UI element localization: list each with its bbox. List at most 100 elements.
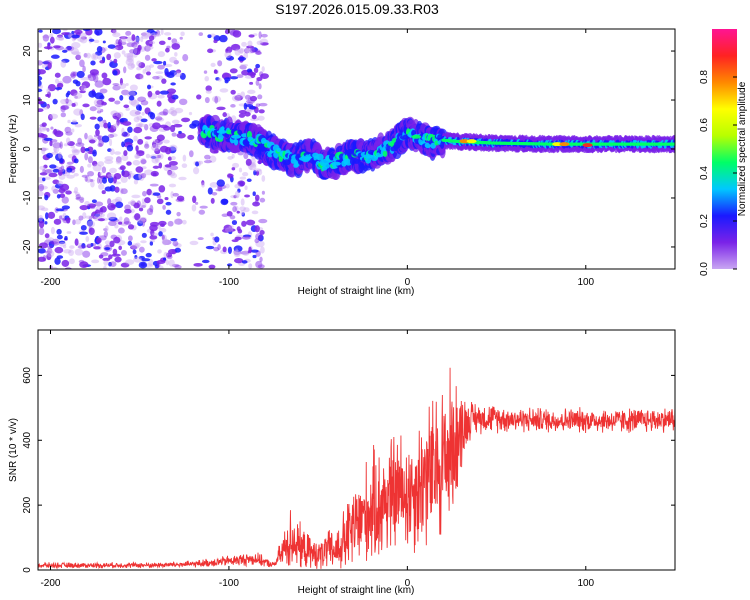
noise-blob — [233, 250, 241, 258]
noise-blob — [110, 110, 119, 117]
noise-blob — [248, 34, 255, 38]
noise-blob — [139, 216, 147, 222]
noise-blob — [70, 89, 78, 96]
noise-blob — [47, 91, 51, 98]
noise-blob — [141, 111, 145, 116]
noise-blob — [134, 111, 141, 115]
noise-blob — [242, 236, 252, 240]
noise-blob — [114, 224, 119, 229]
noise-blob — [174, 218, 183, 225]
noise-blob — [109, 261, 117, 268]
spectrogram-y-tick-label: 10 — [22, 94, 33, 106]
noise-blob — [250, 249, 259, 253]
noise-blob — [149, 241, 154, 246]
noise-blob — [136, 66, 142, 71]
noise-blob — [215, 188, 223, 192]
noise-blob — [222, 112, 227, 118]
noise-blob — [44, 250, 52, 254]
noise-blob — [172, 240, 179, 247]
noise-blob — [166, 170, 176, 177]
noise-blob — [60, 105, 69, 110]
noise-blob — [171, 43, 181, 50]
noise-blob — [224, 51, 232, 59]
noise-blob — [46, 103, 50, 109]
noise-blob — [58, 166, 63, 175]
noise-blob — [241, 212, 245, 217]
noise-blob — [86, 220, 96, 228]
colorbar-ticks: 0.0 0.2 0.4 0.6 0.8 — [699, 70, 737, 276]
noise-blob — [50, 126, 54, 130]
noise-blob — [47, 247, 53, 255]
noise-blob — [189, 123, 197, 129]
noise-blob — [109, 240, 115, 248]
noise-blob — [58, 240, 66, 245]
noise-blob — [70, 145, 76, 149]
snr-x-tick-label: 0 — [405, 578, 411, 589]
noise-blob — [70, 73, 76, 78]
noise-blob — [60, 105, 66, 113]
snr-y-tick-label: 600 — [22, 367, 33, 384]
noise-blob — [99, 88, 108, 94]
noise-blob — [258, 109, 265, 114]
noise-blob — [252, 191, 256, 197]
noise-blob — [258, 102, 268, 107]
spectrogram-heatmap — [38, 29, 675, 269]
noise-blob — [116, 111, 124, 118]
noise-blob — [120, 188, 128, 195]
noise-blob — [91, 52, 99, 61]
colorbar: 0.0 0.2 0.4 0.6 0.8 Normalized spectral ampl… — [699, 29, 748, 276]
noise-blob — [222, 72, 230, 79]
noise-blob — [42, 127, 48, 131]
noise-blob — [124, 208, 132, 214]
noise-blob — [107, 198, 112, 205]
noise-blob — [157, 94, 165, 99]
noise-blob — [133, 41, 140, 45]
noise-blob — [126, 144, 134, 152]
noise-blob — [237, 92, 241, 98]
noise-blob — [140, 240, 147, 244]
noise-blob — [179, 36, 183, 40]
track-hotspot — [582, 143, 593, 148]
noise-blob — [137, 123, 147, 128]
noise-blob — [73, 108, 83, 116]
noise-blob — [229, 76, 239, 80]
noise-blob — [171, 249, 176, 255]
noise-blob — [72, 71, 78, 77]
noise-blob — [194, 201, 199, 205]
noise-blob — [240, 210, 245, 216]
noise-blob — [82, 212, 87, 219]
noise-blob — [239, 48, 244, 55]
noise-blob — [61, 58, 70, 63]
noise-blob — [260, 246, 265, 254]
colorbar-tick-label: 0.8 — [699, 70, 710, 84]
colorbar-tick-label: 0.6 — [699, 118, 710, 132]
noise-blob — [256, 40, 263, 46]
noise-blob — [39, 84, 43, 89]
noise-blob — [244, 94, 251, 100]
noise-blob — [242, 250, 250, 256]
noise-blob — [233, 195, 237, 199]
noise-blob — [230, 104, 236, 108]
noise-blob — [199, 205, 208, 209]
noise-blob — [113, 52, 121, 59]
noise-blob — [103, 228, 108, 231]
noise-blob — [180, 31, 185, 37]
noise-blob — [163, 63, 173, 68]
noise-blob — [104, 47, 108, 52]
colorbar-tick-label: 0.2 — [699, 214, 710, 228]
noise-blob — [62, 218, 70, 224]
noise-blob — [168, 160, 178, 166]
noise-blob — [255, 51, 262, 55]
track-core — [217, 133, 224, 140]
spectrogram-x-ticks: -200 -100 0 100 — [40, 29, 595, 288]
noise-blob — [211, 192, 218, 196]
noise-blob — [110, 204, 116, 209]
noise-blob — [90, 180, 95, 188]
noise-blob — [138, 122, 143, 127]
noise-blob — [77, 137, 83, 145]
noise-blob — [174, 107, 184, 114]
noise-blob — [135, 35, 140, 43]
noise-blob — [208, 264, 216, 269]
noise-blob — [79, 231, 88, 235]
noise-blob — [54, 130, 64, 138]
